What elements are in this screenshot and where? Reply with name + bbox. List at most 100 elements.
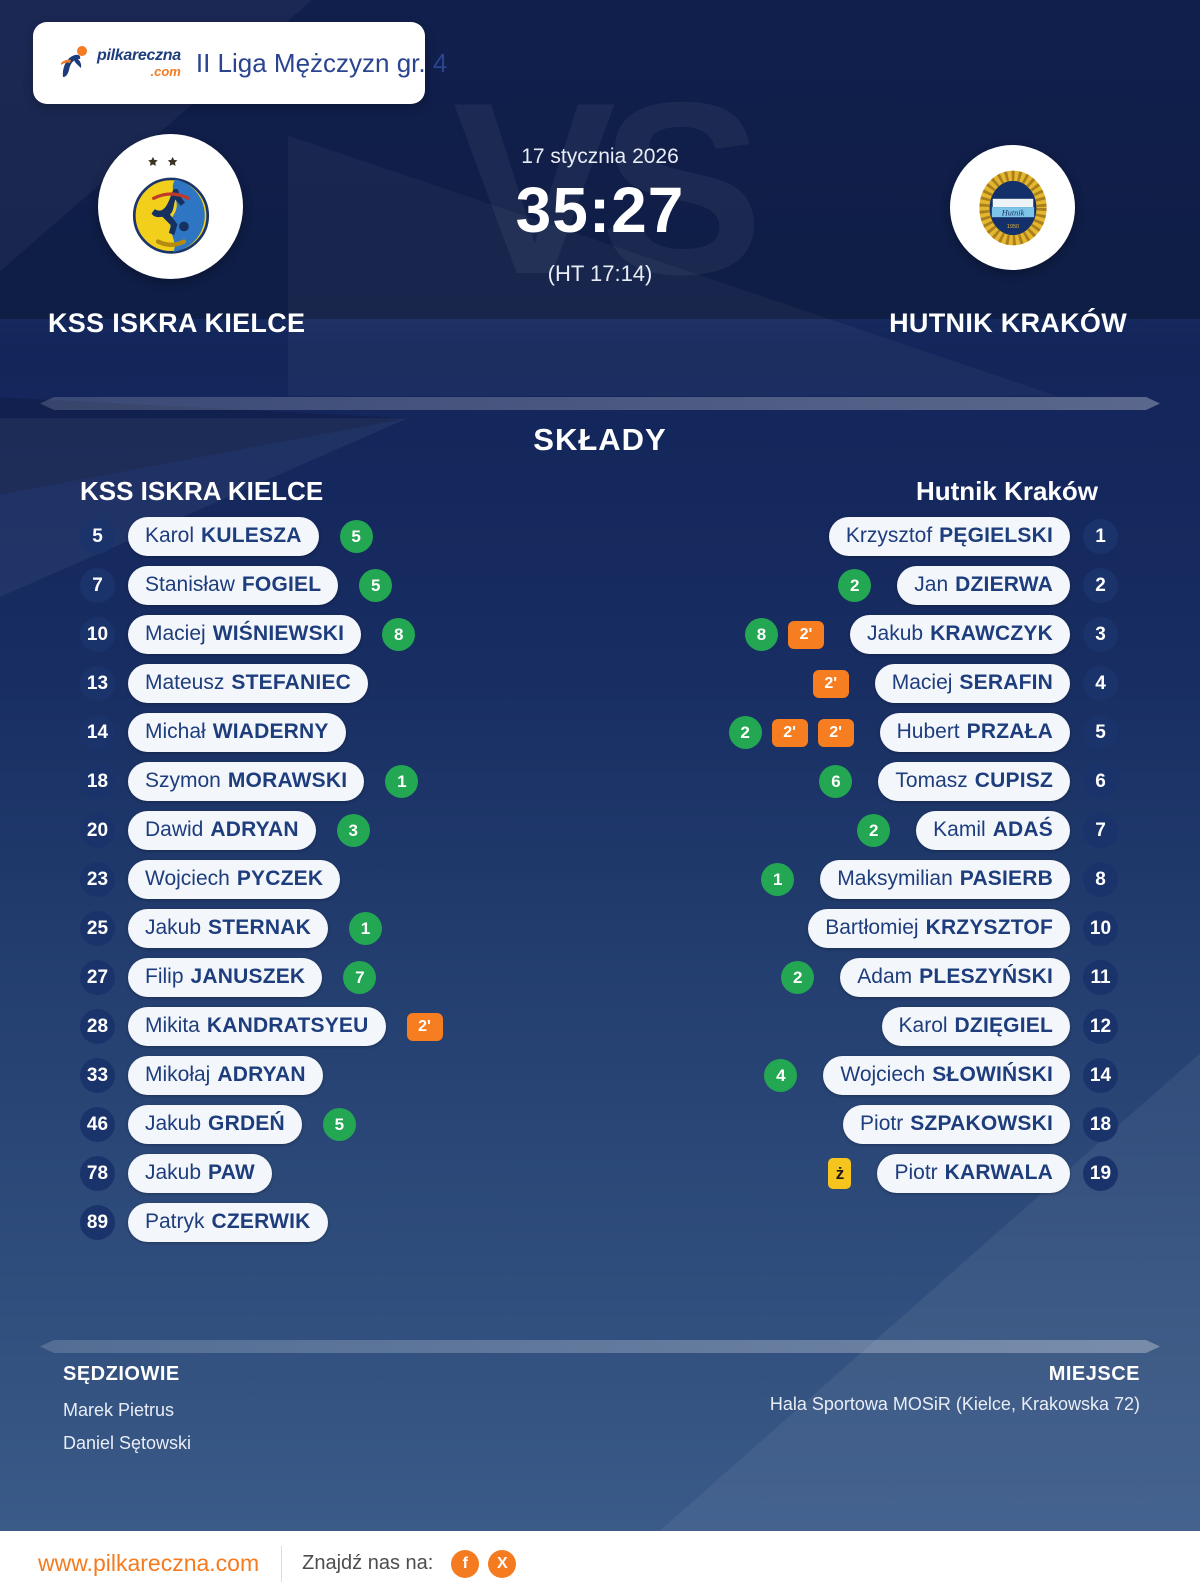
player-badges: 2 [838,569,872,602]
player-badges: 7 [343,961,377,994]
player-last-name: WIŚNIEWSKI [212,622,345,645]
player-badges: ż [828,1158,852,1189]
player-name-pill: Jakub KRAWCZYK [850,615,1070,654]
player-last-name: PAW [208,1161,255,1184]
social-links: f X [451,1549,517,1578]
goals-badge: 1 [761,863,795,896]
facebook-icon[interactable]: f [451,1549,480,1578]
player-first-name: Maciej [145,622,206,645]
player-row: 12 Karol DZIĘGIEL [729,1002,1118,1051]
player-first-name: Jakub [145,916,202,939]
player-number: 3 [1083,617,1118,652]
player-last-name: FOGIEL [241,573,322,596]
player-name-pill: Bartłomiej KRZYSZTOF [808,909,1070,948]
player-badges: 2 [781,961,815,994]
player-number: 18 [1083,1107,1118,1142]
goals-badge: 5 [322,1108,356,1141]
player-row: 1 Krzysztof PĘGIELSKI [729,512,1118,561]
player-number: 18 [80,764,115,799]
goals-badge: 3 [336,814,370,847]
player-first-name: Hubert [896,720,960,743]
player-row: 5 Hubert PRZAŁA 2 2' 2' [728,708,1118,757]
player-last-name: PRZAŁA [966,720,1053,743]
player-name-pill: Maciej SERAFIN [874,664,1070,703]
website-link[interactable]: www.pilkareczna.com [38,1550,260,1576]
vs-watermark: VS [452,51,764,325]
player-badges: 5 [322,1108,356,1141]
player-first-name: Piotr [894,1161,938,1184]
player-row: 10 Maciej WIŚNIEWSKI 8 [80,610,443,659]
handball-player-icon [61,46,87,77]
player-row: 4 Maciej SERAFIN 2' [729,659,1118,708]
player-last-name: PYCZEK [236,867,324,890]
goals-badge: 2 [728,716,762,749]
player-first-name: Dawid [145,818,204,841]
player-name-pill: Patryk CZERWIK [128,1203,328,1242]
player-first-name: Filip [145,965,184,988]
player-row: 13 Mateusz STEFANIEC [80,659,443,708]
player-last-name: ADRYAN [210,818,299,841]
match-score: 35:27 [515,174,685,246]
referees-list: Marek Pietrus Daniel Sętowski [63,1394,191,1460]
player-last-name: DZIERWA [955,573,1053,596]
goals-badge: 1 [348,912,382,945]
player-name-pill: Mikołaj ADRYAN [128,1056,323,1095]
player-number: 12 [1083,1009,1118,1044]
referee-name: Daniel Sętowski [63,1433,192,1453]
player-name-pill: Adam PLESZYŃSKI [840,958,1070,997]
player-last-name: KRZYSZTOF [925,916,1053,939]
home-roster: 5 Karol KULESZA 5 7 Stanisław FOGIEL 5 1… [80,512,443,1247]
player-number: 2 [1083,568,1118,603]
player-badges: 2 2' 2' [728,716,854,749]
player-first-name: Michał [145,720,206,743]
player-number: 78 [80,1156,115,1191]
player-last-name: KRAWCZYK [930,622,1053,645]
player-row: 19 Piotr KARWALA ż [729,1149,1118,1198]
player-first-name: Krzysztof [845,524,933,547]
league-header-card: pilkareczna .com II Liga Mężczyzn gr. 4 [33,22,447,104]
player-badges: 2' [406,1012,443,1041]
home-roster-title: KSS ISKRA KIELCE [80,476,324,506]
player-first-name: Maksymilian [837,867,953,890]
x-twitter-icon[interactable]: X [488,1549,517,1578]
player-first-name: Bartłomiej [825,916,919,939]
player-number: 27 [80,960,115,995]
pilkareczna-logo: pilkareczna .com [53,43,181,83]
goals-badge: 5 [359,569,393,602]
player-badges: 5 [359,569,393,602]
player-name-pill: Wojciech SŁOWIŃSKI [823,1056,1070,1095]
player-last-name: SŁOWIŃSKI [932,1063,1053,1086]
player-last-name: KARWALA [944,1161,1053,1184]
player-badges: 3 [336,814,370,847]
section-divider [40,397,1160,410]
player-number: 5 [1083,715,1118,750]
score-block: 17 stycznia 2026 35:27 (HT 17:14) [0,145,1200,287]
two-minute-badge: 2' [812,669,849,698]
player-last-name: STERNAK [208,916,311,939]
player-first-name: Stanisław [145,573,235,596]
player-number: 23 [80,862,115,897]
yellow-card-badge: ż [828,1158,852,1189]
player-name-pill: Dawid ADRYAN [128,811,316,850]
find-us-label: Znajdź nas na: [302,1552,434,1574]
goals-badge: 7 [343,961,377,994]
goals-badge: 2 [838,569,872,602]
player-last-name: ADAŚ [992,818,1053,841]
player-number: 10 [80,617,115,652]
player-name-pill: Karol DZIĘGIEL [881,1007,1070,1046]
player-badges: 2' [812,669,849,698]
home-team-name: KSS ISKRA KIELCE [48,308,306,338]
brand-name: pilkareczna [97,47,181,64]
player-first-name: Patryk [145,1210,205,1233]
player-row: 33 Mikołaj ADRYAN [80,1051,443,1100]
league-title: II Liga Mężczyzn gr. 4 [195,47,448,78]
player-number: 25 [80,911,115,946]
two-minute-badge: 2' [771,718,808,747]
player-row: 11 Adam PLESZYŃSKI 2 [729,953,1118,1002]
player-row: 6 Tomasz CUPISZ 6 [729,757,1118,806]
goals-badge: 2 [857,814,891,847]
player-name-pill: Filip JANUSZEK [128,958,323,997]
player-name-pill: Maksymilian PASIERB [820,860,1070,899]
venue-name: Hala Sportowa MOSiR (Kielce, Krakowska 7… [769,1394,1140,1414]
player-last-name: PLESZYŃSKI [919,965,1053,988]
